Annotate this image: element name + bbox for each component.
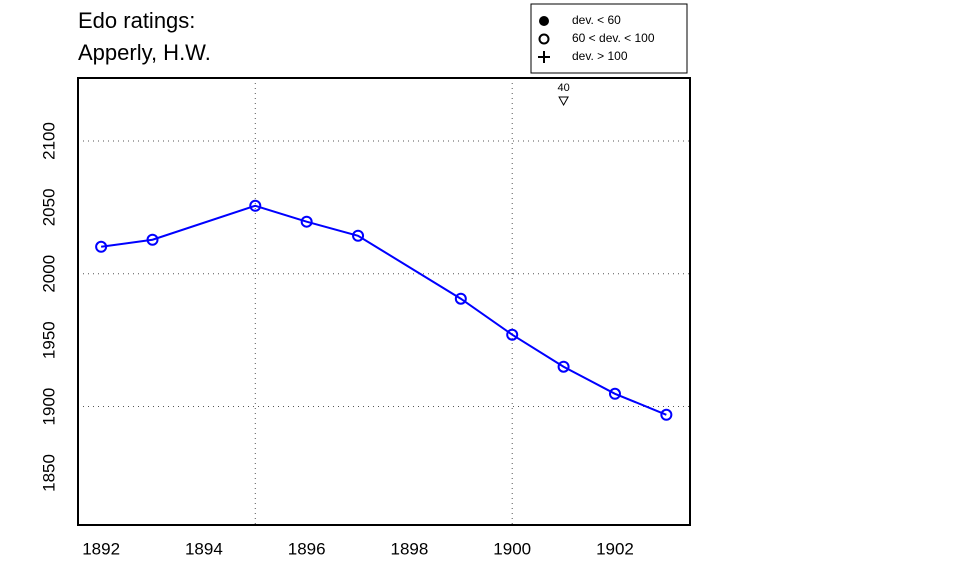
x-tick-label: 1898: [391, 539, 429, 558]
plot-frame: [77, 77, 691, 526]
legend-label: dev. < 60: [572, 13, 621, 27]
data-point: [249, 199, 262, 212]
data-point: [557, 360, 570, 373]
x-tick-label: 1894: [185, 539, 223, 558]
x-tick-label: 1896: [288, 539, 326, 558]
y-tick-label: 1850: [39, 454, 58, 492]
series-line: [100, 204, 667, 416]
y-tick-label: 2100: [39, 122, 58, 160]
chart-title: Edo ratings:: [78, 8, 195, 33]
legend-label: 60 < dev. < 100: [572, 31, 655, 45]
legend-marker: [538, 33, 550, 45]
y-tick-label: 2050: [39, 188, 58, 226]
legend-label: dev. > 100: [572, 49, 628, 63]
y-tick-label: 1950: [39, 321, 58, 359]
legend-marker: [538, 51, 550, 63]
legend-marker: [539, 16, 549, 26]
data-point: [95, 240, 108, 253]
data-point: [300, 215, 313, 228]
x-tick-label: 1902: [596, 539, 634, 558]
legend-box: [530, 3, 688, 74]
annotation-marker: [558, 96, 569, 107]
x-tick-label: 1900: [493, 539, 531, 558]
data-point: [352, 229, 365, 242]
chart-subtitle: Apperly, H.W.: [78, 40, 211, 65]
data-point: [454, 292, 467, 305]
data-point: [608, 387, 621, 400]
x-tick-label: 1892: [82, 539, 120, 558]
annotation-label: 40: [557, 82, 569, 94]
data-point: [660, 408, 673, 421]
y-tick-label: 2000: [39, 255, 58, 293]
data-point: [506, 328, 519, 341]
y-tick-label: 1900: [39, 388, 58, 426]
data-point: [146, 233, 159, 246]
